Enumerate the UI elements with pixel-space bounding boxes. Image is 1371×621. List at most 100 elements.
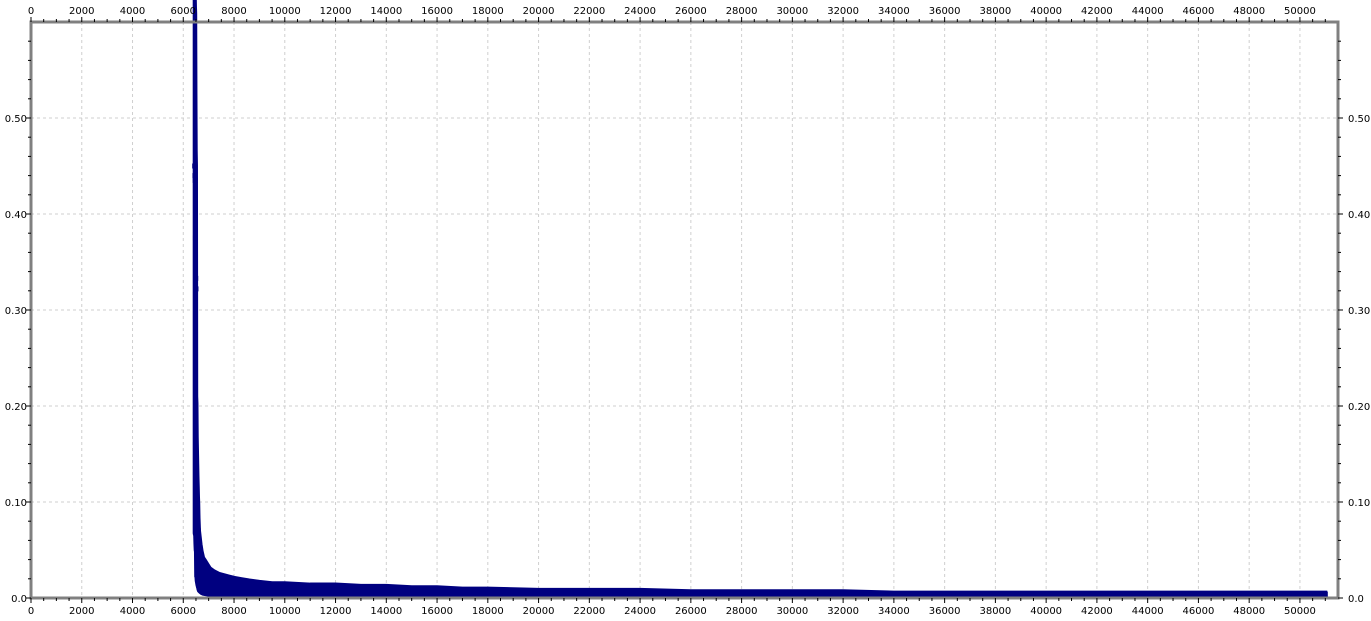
data-point <box>211 576 217 582</box>
x-tick-label-top: 46000 <box>1183 6 1215 17</box>
data-point <box>192 173 198 179</box>
x-tick-label-bottom: 34000 <box>878 606 910 617</box>
x-tick-label-top: 34000 <box>878 6 910 17</box>
series-line <box>194 165 1326 595</box>
x-tick-label-top: 40000 <box>1030 6 1062 17</box>
data-point <box>1195 591 1201 597</box>
data-point <box>226 580 232 586</box>
x-tick-label-bottom: 40000 <box>1030 606 1062 617</box>
data-point <box>204 571 210 577</box>
data-point <box>193 286 199 292</box>
data-point <box>409 587 415 593</box>
x-tick-label-bottom: 0 <box>28 606 34 617</box>
data-point <box>193 451 199 457</box>
tick-marks <box>26 17 1343 603</box>
x-tick-label-top: 0 <box>28 6 34 17</box>
x-tick-label-top: 28000 <box>726 6 758 17</box>
data-point <box>1246 591 1252 597</box>
data-point <box>1145 591 1151 597</box>
data-point <box>739 590 745 596</box>
data-point <box>221 579 227 585</box>
data-point <box>992 591 998 597</box>
data-band <box>192 0 1328 600</box>
x-tick-label-bottom: 24000 <box>624 606 656 617</box>
x-tick-label-top: 42000 <box>1081 6 1113 17</box>
x-tick-label-top: 6000 <box>171 6 196 17</box>
x-tick-label-top: 20000 <box>523 6 555 17</box>
x-tick-label-top: 16000 <box>421 6 453 17</box>
x-tick-label-bottom: 36000 <box>929 606 961 617</box>
y-tick-label-left: 0.30 <box>5 306 27 317</box>
data-point <box>269 584 275 590</box>
data-point <box>307 585 313 591</box>
x-tick-label-bottom: 32000 <box>827 606 859 617</box>
x-tick-label-bottom: 30000 <box>776 606 808 617</box>
data-point <box>1094 591 1100 597</box>
x-tick-label-bottom: 14000 <box>370 606 402 617</box>
data-point <box>192 163 198 169</box>
data-point <box>193 275 199 281</box>
data-point <box>216 578 222 584</box>
x-tick-label-top: 30000 <box>776 6 808 17</box>
data-point <box>840 590 846 596</box>
x-tick-label-top: 10000 <box>269 6 301 17</box>
data-point <box>282 584 288 590</box>
y-tick-label-right: 0.10 <box>1348 498 1370 509</box>
x-tick-label-top: 2000 <box>69 6 94 17</box>
data-point <box>1322 591 1328 597</box>
data-point <box>239 582 245 588</box>
x-tick-label-top: 4000 <box>120 6 145 17</box>
data-point <box>194 489 200 495</box>
x-tick-label-top: 26000 <box>675 6 707 17</box>
x-tick-label-top: 12000 <box>320 6 352 17</box>
x-tick-label-top: 38000 <box>979 6 1011 17</box>
x-tick-label-top: 50000 <box>1284 6 1316 17</box>
data-point <box>195 537 201 543</box>
x-tick-label-bottom: 50000 <box>1284 606 1316 617</box>
data-point <box>197 552 203 558</box>
x-tick-label-top: 24000 <box>624 6 656 17</box>
x-tick-label-bottom: 4000 <box>120 606 145 617</box>
x-tick-label-bottom: 48000 <box>1233 606 1265 617</box>
data-point <box>246 583 252 589</box>
y-tick-label-right: 0.0 <box>1348 594 1364 605</box>
data-point <box>891 591 897 597</box>
x-tick-label-bottom: 44000 <box>1132 606 1164 617</box>
x-tick-label-top: 44000 <box>1132 6 1164 17</box>
data-point <box>194 509 200 515</box>
data-point <box>942 591 948 597</box>
data-point <box>192 177 198 183</box>
x-tick-label-bottom: 22000 <box>573 606 605 617</box>
x-tick-label-top: 48000 <box>1233 6 1265 17</box>
y-tick-label-left: 0.10 <box>5 498 27 509</box>
y-tick-label-right: 0.40 <box>1348 210 1370 221</box>
data-point <box>333 585 339 591</box>
x-tick-label-bottom: 6000 <box>171 606 196 617</box>
tick-labels: 0 0 2000 2000 4000 4000 6000 6000 8000 8000 10000 1… <box>5 6 1371 617</box>
y-tick-label-left: 0.40 <box>5 210 27 221</box>
data-point <box>434 587 440 593</box>
data-point <box>192 235 198 241</box>
data-point <box>256 583 262 589</box>
series-points <box>192 163 1328 597</box>
data-point <box>688 590 694 596</box>
y-tick-label-left: 0.0 <box>11 594 27 605</box>
data-point <box>637 589 643 595</box>
x-tick-label-bottom: 26000 <box>675 606 707 617</box>
x-tick-label-bottom: 10000 <box>269 606 301 617</box>
data-point <box>1297 591 1303 597</box>
x-tick-label-top: 22000 <box>573 6 605 17</box>
data-point <box>196 547 202 553</box>
x-tick-label-top: 18000 <box>472 6 504 17</box>
data-point <box>207 574 213 580</box>
data-point <box>198 557 204 563</box>
x-tick-label-bottom: 18000 <box>472 606 504 617</box>
data-point <box>789 590 795 596</box>
data-point <box>202 568 208 574</box>
data-point <box>358 586 364 592</box>
data-point <box>1043 591 1049 597</box>
data-point <box>195 528 201 534</box>
data-point <box>193 456 199 462</box>
data-point <box>231 581 237 587</box>
